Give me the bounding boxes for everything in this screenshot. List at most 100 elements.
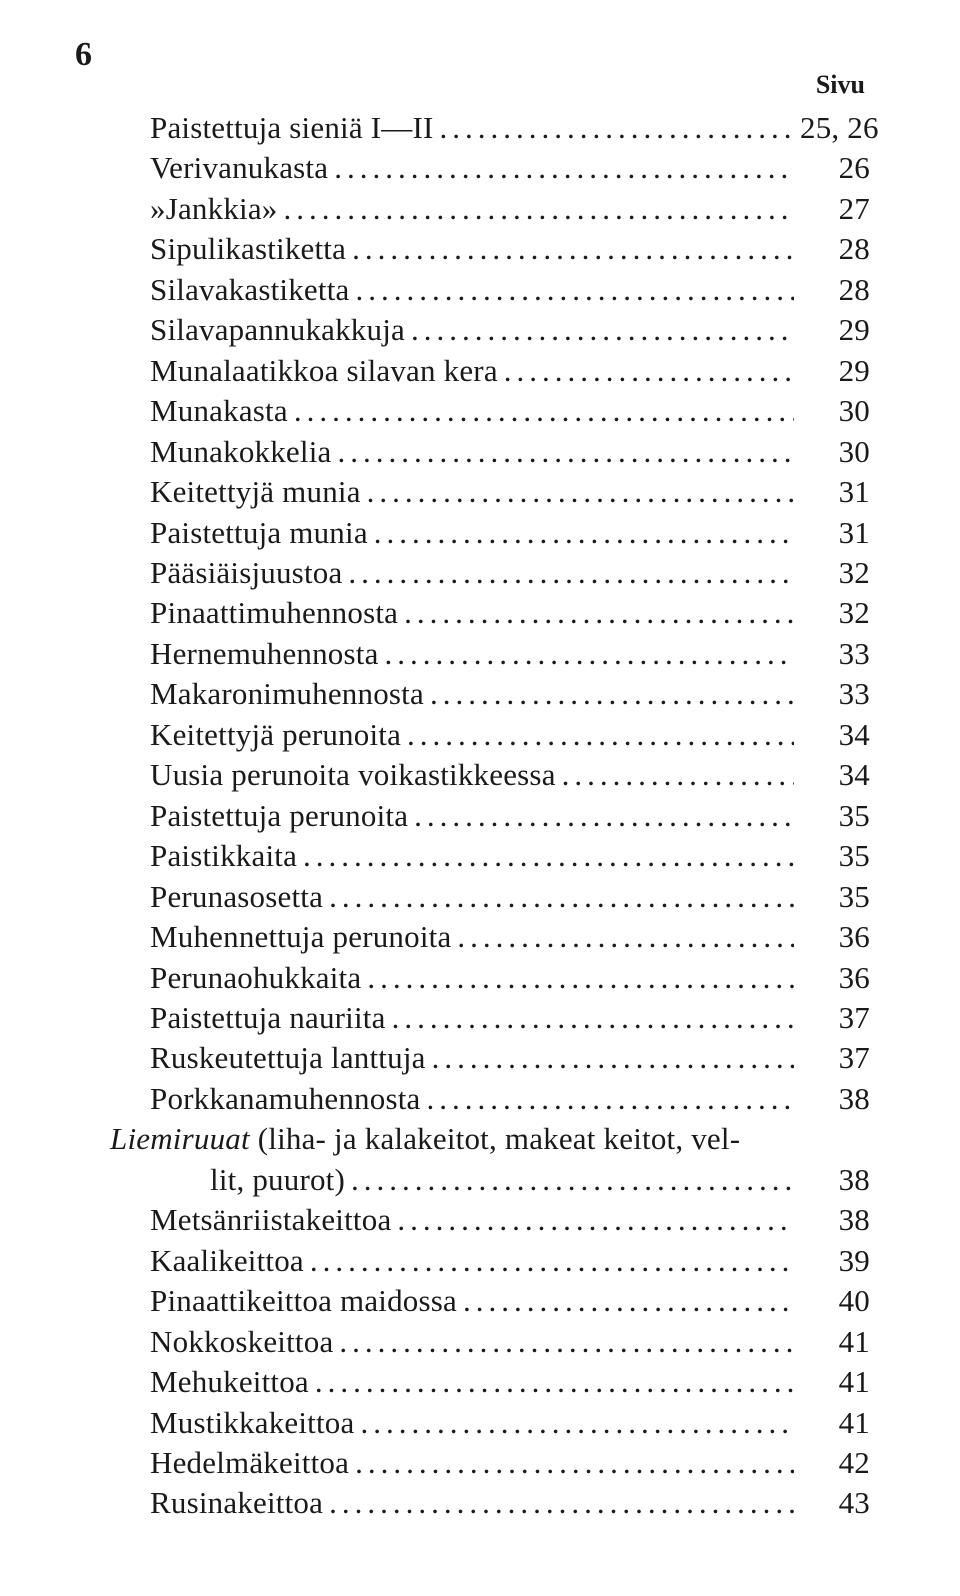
toc-label: Hedelmäkeittoa bbox=[150, 1443, 349, 1483]
toc-label: Verivanukasta bbox=[150, 148, 328, 188]
toc-row: Muhennettuja perunoita..................… bbox=[110, 917, 870, 957]
toc-leader: ........................................… bbox=[392, 998, 794, 1038]
toc-leader: ........................................… bbox=[360, 1403, 794, 1443]
toc-row: Munalaatikkoa silavan kera..............… bbox=[110, 351, 870, 391]
toc-page-number: 42 bbox=[800, 1443, 870, 1483]
toc-label: Silavakastiketta bbox=[150, 270, 349, 310]
toc-row: Mustikkakeittoa.........................… bbox=[110, 1403, 870, 1443]
toc-row: Mehukeittoa.............................… bbox=[110, 1362, 870, 1402]
toc-row: Nokkoskeittoa...........................… bbox=[110, 1322, 870, 1362]
toc-row: Pääsiäisjuustoa.........................… bbox=[110, 553, 870, 593]
toc-page-number: 25, 26 bbox=[800, 108, 870, 148]
toc-leader: ........................................… bbox=[351, 1160, 794, 1200]
toc-leader: ........................................… bbox=[407, 715, 794, 755]
toc-label: Pinaattikeittoa maidossa bbox=[150, 1281, 457, 1321]
page-number: 6 bbox=[75, 36, 92, 74]
toc-page-number: 38 bbox=[800, 1200, 870, 1240]
toc-section-line: Liemiruuat (liha- ja kalakeitot, makeat … bbox=[110, 1119, 870, 1159]
toc-section-line: lit, puurot)............................… bbox=[110, 1160, 870, 1200]
toc-page-number: 40 bbox=[800, 1281, 870, 1321]
toc-label: »Jankkia» bbox=[150, 189, 278, 229]
toc-leader: ........................................… bbox=[397, 1200, 794, 1240]
toc-row: Pinaattikeittoa maidossa................… bbox=[110, 1281, 870, 1321]
toc-leader: ........................................… bbox=[430, 674, 794, 714]
table-of-contents: Paistettuja sieniä I—II.................… bbox=[110, 108, 870, 1524]
toc-page-number: 43 bbox=[800, 1483, 870, 1523]
toc-section-label: Liemiruuat (liha- ja kalakeitot, makeat … bbox=[110, 1119, 740, 1159]
toc-row: Paistikkaita............................… bbox=[110, 836, 870, 876]
toc-label: Muhennettuja perunoita bbox=[150, 917, 451, 957]
toc-leader: ........................................… bbox=[404, 593, 794, 633]
toc-row: Ruskeutettuja lanttuja..................… bbox=[110, 1038, 870, 1078]
toc-leader: ........................................… bbox=[355, 1443, 794, 1483]
toc-label: Ruskeutettuja lanttuja bbox=[150, 1038, 426, 1078]
toc-row: Paistettuja perunoita...................… bbox=[110, 796, 870, 836]
toc-row: Silavapannukakkuja......................… bbox=[110, 310, 870, 350]
toc-page-number: 41 bbox=[800, 1403, 870, 1443]
toc-leader: ........................................… bbox=[310, 1241, 794, 1281]
toc-page-number: 34 bbox=[800, 755, 870, 795]
toc-page-number: 32 bbox=[800, 593, 870, 633]
toc-label: Sipulikastiketta bbox=[150, 229, 346, 269]
toc-row: Perunaohukkaita.........................… bbox=[110, 958, 870, 998]
toc-page-number: 33 bbox=[800, 634, 870, 674]
toc-row: Kaalikeittoa............................… bbox=[110, 1241, 870, 1281]
toc-page-number: 41 bbox=[800, 1362, 870, 1402]
toc-page-number: 35 bbox=[800, 836, 870, 876]
toc-page-number: 38 bbox=[800, 1160, 870, 1200]
toc-leader: ........................................… bbox=[440, 108, 794, 148]
toc-page-number: 27 bbox=[800, 189, 870, 229]
toc-row: Paistettuja nauriita....................… bbox=[110, 998, 870, 1038]
toc-leader: ........................................… bbox=[463, 1281, 794, 1321]
toc-page-number: 38 bbox=[800, 1079, 870, 1119]
toc-row: Munakasta...............................… bbox=[110, 391, 870, 431]
toc-label: Perunasosetta bbox=[150, 877, 323, 917]
toc-row: Makaronimuhennosta......................… bbox=[110, 674, 870, 714]
toc-row: Verivanukasta...........................… bbox=[110, 148, 870, 188]
toc-row: Hernemuhennosta.........................… bbox=[110, 634, 870, 674]
toc-page-number: 35 bbox=[800, 796, 870, 836]
toc-row: Paistettuja munia.......................… bbox=[110, 513, 870, 553]
toc-label: Munakasta bbox=[150, 391, 288, 431]
toc-page-number: 32 bbox=[800, 553, 870, 593]
toc-row: Rusinakeittoa...........................… bbox=[110, 1483, 870, 1523]
toc-leader: ........................................… bbox=[337, 432, 794, 472]
toc-leader: ........................................… bbox=[427, 1079, 795, 1119]
toc-leader: ........................................… bbox=[562, 755, 794, 795]
toc-leader: ........................................… bbox=[355, 270, 794, 310]
toc-page-number: 36 bbox=[800, 958, 870, 998]
toc-label: Rusinakeittoa bbox=[150, 1483, 323, 1523]
toc-row: Pinaattimuhennosta......................… bbox=[110, 593, 870, 633]
toc-row: Silavakastiketta........................… bbox=[110, 270, 870, 310]
toc-label: Silavapannukakkuja bbox=[150, 310, 405, 350]
toc-page-number: 39 bbox=[800, 1241, 870, 1281]
toc-leader: ........................................… bbox=[374, 513, 794, 553]
toc-row: Keitettyjä munia........................… bbox=[110, 472, 870, 512]
toc-page-number: 31 bbox=[800, 472, 870, 512]
toc-label: Munakokkelia bbox=[150, 432, 331, 472]
toc-label: Munalaatikkoa silavan kera bbox=[150, 351, 498, 391]
toc-leader: ........................................… bbox=[457, 917, 794, 957]
toc-page-number: 34 bbox=[800, 715, 870, 755]
toc-label: Porkkanamuhennosta bbox=[150, 1079, 421, 1119]
toc-page-number: 37 bbox=[800, 1038, 870, 1078]
toc-row: Keitettyjä perunoita....................… bbox=[110, 715, 870, 755]
toc-leader: ........................................… bbox=[385, 634, 794, 674]
toc-page-number: 28 bbox=[800, 270, 870, 310]
toc-leader: ........................................… bbox=[294, 391, 794, 431]
toc-leader: ........................................… bbox=[414, 796, 794, 836]
toc-label: Kaalikeittoa bbox=[150, 1241, 304, 1281]
toc-row: Perunasosetta...........................… bbox=[110, 877, 870, 917]
toc-leader: ........................................… bbox=[329, 1483, 794, 1523]
toc-label: Keitettyjä munia bbox=[150, 472, 361, 512]
toc-leader: ........................................… bbox=[432, 1038, 794, 1078]
toc-leader: ........................................… bbox=[329, 877, 794, 917]
toc-label: Perunaohukkaita bbox=[150, 958, 361, 998]
toc-label: Paistettuja munia bbox=[150, 513, 368, 553]
toc-label: Pinaattimuhennosta bbox=[150, 593, 398, 633]
toc-row: Hedelmäkeittoa..........................… bbox=[110, 1443, 870, 1483]
toc-label: Paistikkaita bbox=[150, 836, 297, 876]
toc-page-number: 33 bbox=[800, 674, 870, 714]
toc-leader: ........................................… bbox=[504, 351, 794, 391]
toc-row: »Jankkia»...............................… bbox=[110, 189, 870, 229]
